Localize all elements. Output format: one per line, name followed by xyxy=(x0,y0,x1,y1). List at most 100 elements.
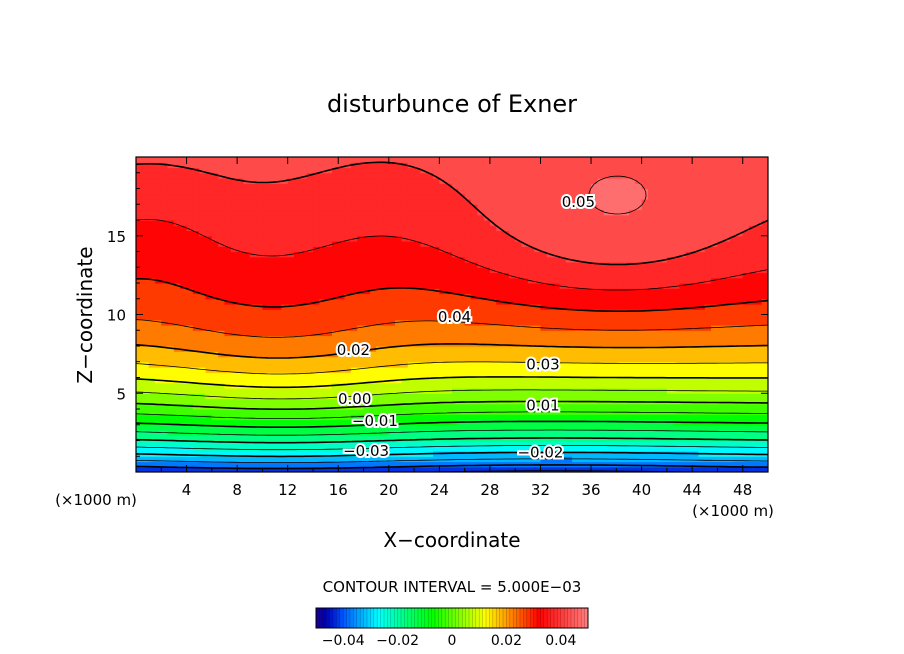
contour-cell xyxy=(256,414,263,421)
contour-cell xyxy=(597,440,605,447)
contour-cell xyxy=(281,220,289,226)
contour-cell xyxy=(445,283,453,289)
contour-cell xyxy=(376,372,384,379)
contour-cell xyxy=(470,382,478,389)
contour-cell xyxy=(489,445,497,452)
contour-cell xyxy=(294,430,301,436)
contour-cell xyxy=(508,393,516,400)
contour-cell xyxy=(205,267,213,274)
contour-cell xyxy=(224,178,232,184)
contour-cell xyxy=(401,267,409,274)
contour-cell xyxy=(641,167,649,174)
contour-cell xyxy=(357,220,365,226)
contour-cell xyxy=(635,277,643,284)
contour-cell xyxy=(540,241,548,247)
contour-cell xyxy=(338,382,346,389)
contour-cell xyxy=(300,293,308,300)
contour-cell xyxy=(300,409,308,415)
contour-cell xyxy=(256,314,263,321)
contour-cell xyxy=(237,272,245,279)
contour-cell xyxy=(218,256,226,263)
contour-cell xyxy=(458,162,466,169)
contour-cell xyxy=(287,183,295,190)
contour-cell xyxy=(243,335,251,342)
contour-cell xyxy=(477,157,485,163)
contour-cell xyxy=(534,262,542,268)
contour-cell xyxy=(553,225,561,232)
contour-cell xyxy=(243,430,251,436)
contour-cell xyxy=(546,272,554,279)
contour-cell xyxy=(420,298,428,305)
contour-cell xyxy=(211,251,219,258)
contour-cell xyxy=(616,393,624,400)
contour-cell xyxy=(230,325,238,331)
contour-cell xyxy=(154,388,162,394)
contour-cell xyxy=(477,262,485,268)
contour-cell xyxy=(426,272,434,279)
contour-cell xyxy=(527,377,535,384)
contour-cell xyxy=(660,466,668,472)
contour-cell xyxy=(344,304,352,310)
contour-cell xyxy=(502,272,510,279)
contour-cell xyxy=(344,325,352,331)
contour-cell xyxy=(211,466,219,472)
contour-cell xyxy=(275,388,282,394)
contour-cell xyxy=(249,220,257,226)
contour-cell xyxy=(306,235,314,242)
contour-cell xyxy=(628,220,636,226)
contour-cell xyxy=(395,440,403,447)
contour-cell xyxy=(470,361,478,368)
contour-cell xyxy=(357,314,365,321)
contour-cell xyxy=(603,319,611,326)
contour-cell xyxy=(654,314,662,321)
contour-cell xyxy=(572,251,579,258)
contour-cell xyxy=(275,214,282,221)
contour-cell xyxy=(628,277,636,284)
contour-cell xyxy=(224,283,232,289)
contour-cell xyxy=(363,388,371,394)
contour-cell xyxy=(376,178,384,184)
contour-cell xyxy=(230,398,238,405)
contour-cell xyxy=(470,372,478,379)
contour-cell xyxy=(237,456,245,463)
contour-cell xyxy=(426,199,434,205)
contour-cell xyxy=(546,298,554,305)
contour-cell xyxy=(388,466,396,472)
contour-cell xyxy=(180,267,188,274)
contour-cell xyxy=(572,157,579,163)
contour-cell xyxy=(464,272,472,279)
contour-cell xyxy=(275,256,282,263)
contour-cell xyxy=(262,435,270,442)
contour-cell xyxy=(527,356,535,363)
contour-cell xyxy=(489,319,497,326)
contour-cell xyxy=(433,241,440,247)
contour-cell xyxy=(363,183,371,190)
contour-cell xyxy=(572,209,579,216)
contour-cell xyxy=(275,220,282,226)
contour-cell xyxy=(319,172,327,179)
contour-cell xyxy=(407,267,415,274)
contour-cell xyxy=(192,451,200,457)
contour-cell xyxy=(578,241,586,247)
contour-cell xyxy=(464,409,472,415)
contour-cell xyxy=(173,424,181,431)
contour-cell xyxy=(262,188,270,195)
contour-cell xyxy=(610,214,617,221)
contour-cell xyxy=(572,451,579,457)
contour-cell xyxy=(565,340,573,347)
contour-cell xyxy=(515,351,523,358)
contour-cell xyxy=(256,340,263,347)
contour-cell xyxy=(654,445,662,452)
contour-cell xyxy=(369,256,377,263)
contour-cell xyxy=(388,214,396,221)
contour-cell xyxy=(230,220,238,226)
contour-cell xyxy=(470,461,478,468)
contour-cell xyxy=(540,267,548,274)
contour-cell xyxy=(148,340,156,347)
contour-cell xyxy=(603,230,611,237)
contour-cell xyxy=(603,288,611,295)
contour-cell xyxy=(496,340,504,347)
contour-cell xyxy=(395,230,403,237)
contour-cell xyxy=(628,288,636,295)
contour-cell xyxy=(433,335,440,342)
